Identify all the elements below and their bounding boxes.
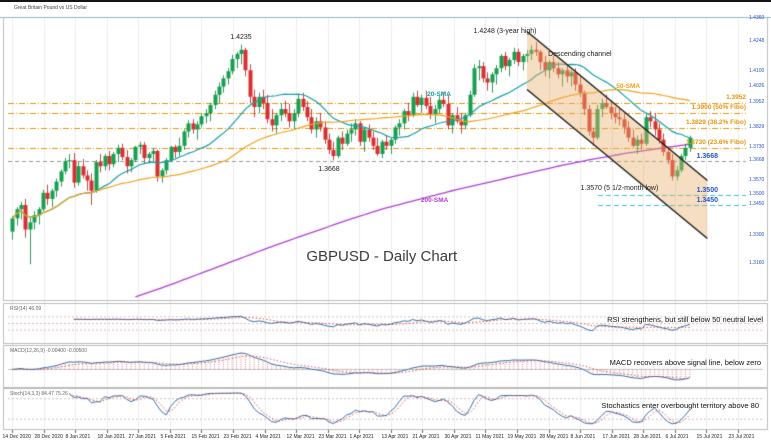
rsi-caption: RSI strengthens, but still below 50 neut…: [607, 315, 763, 324]
instrument-title: Great Britain Pound vs US Dollar: [14, 5, 88, 11]
stoch-indicator-label: Stoch(14,3,3) 84.47 75.26: [10, 391, 68, 397]
macd-caption: MACD recovers above signal line, below z…: [609, 358, 761, 367]
rsi-indicator-label: RSI(14) 46.09: [10, 306, 42, 312]
stoch-caption: Stochastics enter overbought territory a…: [601, 401, 759, 410]
macd-indicator-label: MACD(12,26,9) -0.00400 -0.00500: [10, 348, 87, 354]
